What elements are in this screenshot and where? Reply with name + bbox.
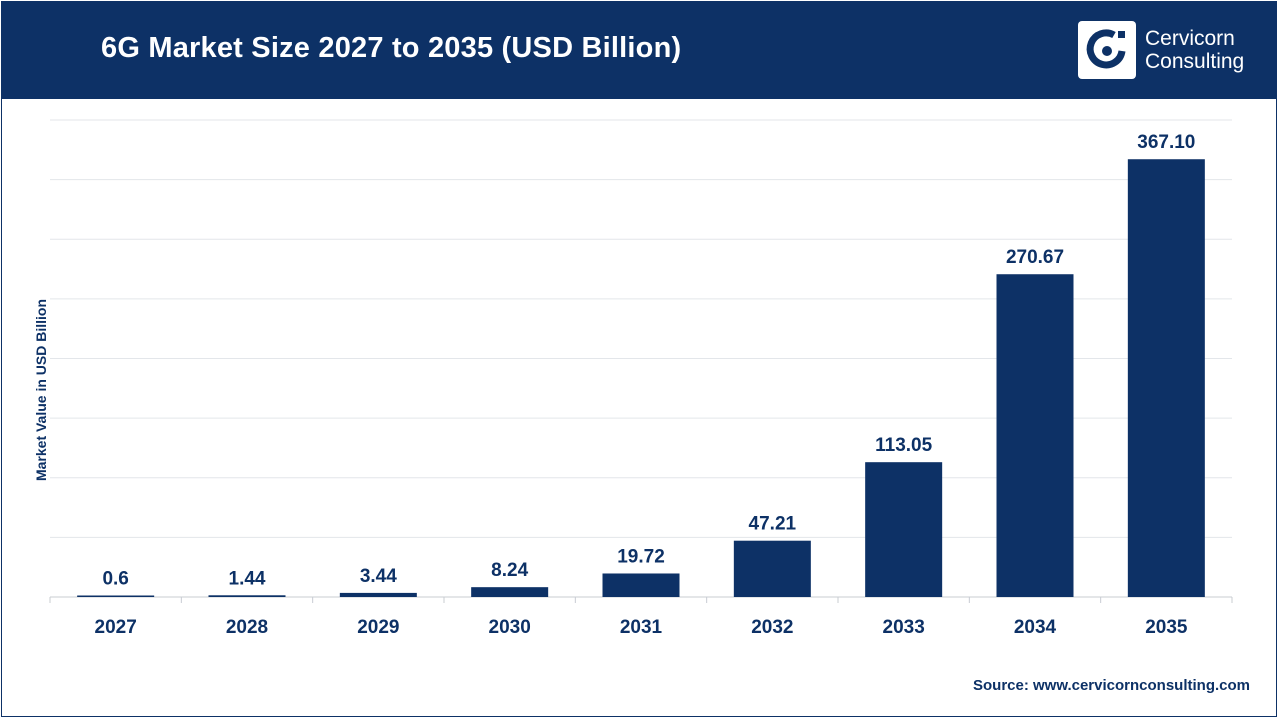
bar-2027 [77,595,155,597]
bar-2031 [602,573,680,597]
data-label-2031: 19.72 [617,546,665,567]
x-tick-label-2029: 2029 [357,617,399,638]
data-label-2029: 3.44 [360,566,397,587]
bar-2028 [208,595,286,597]
brand-name-line2: Consulting [1145,50,1245,73]
x-tick-label-2032: 2032 [751,617,793,638]
bar-2035 [1127,159,1205,597]
x-tick-label-2033: 2033 [883,617,925,638]
bar-2032 [733,540,811,597]
bar-2033 [865,462,943,597]
data-label-2028: 1.44 [229,568,266,589]
header-bar: 6G Market Size 2027 to 2035 (USD Billion… [2,2,1276,99]
data-label-2027: 0.6 [102,569,128,590]
x-tick-label-2028: 2028 [226,617,268,638]
bar-2034 [996,274,1074,597]
data-label-2033: 113.05 [875,435,932,456]
brand-logo: Cervicorn Consulting [1078,21,1244,79]
x-tick-label-2030: 2030 [489,617,531,638]
cervicorn-logo-icon [1078,21,1136,79]
brand-name-line1: Cervicorn [1145,27,1235,50]
data-label-2032: 47.21 [749,514,797,535]
chart-title: 6G Market Size 2027 to 2035 (USD Billion… [101,32,682,64]
bar-2029 [339,592,417,597]
bar-2030 [471,587,549,597]
x-tick-label-2031: 2031 [620,617,663,638]
x-tick-label-2034: 2034 [1014,617,1057,638]
brand-name: Cervicorn Consulting [1145,27,1244,73]
x-tick-label-2035: 2035 [1145,617,1188,638]
x-tick-label-2027: 2027 [95,617,137,638]
y-axis-label: Market Value in USD Billion [33,298,49,482]
data-label-2030: 8.24 [491,560,528,581]
data-label-2035: 367.10 [1137,132,1195,153]
source-note: Source: www.cervicornconsulting.com [972,677,1250,694]
data-label-2034: 270.67 [1006,247,1064,268]
